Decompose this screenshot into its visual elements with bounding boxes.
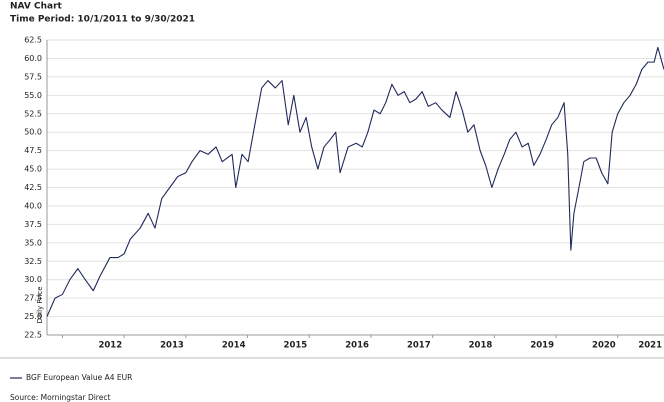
x-tick-label: 2021 bbox=[638, 341, 662, 351]
y-tick-label: 45.0 bbox=[24, 165, 42, 174]
y-tick-label: 60.0 bbox=[24, 54, 42, 63]
y-tick-label: 27.5 bbox=[24, 294, 42, 303]
x-tick-label: 2016 bbox=[345, 341, 369, 351]
y-tick-label: 55.0 bbox=[24, 91, 42, 100]
chart-subtitle: Time Period: 10/1/2011 to 9/30/2021 bbox=[10, 15, 195, 25]
legend-label: BGF European Value A4 EUR bbox=[26, 373, 132, 382]
x-tick-label: 2015 bbox=[284, 341, 308, 351]
chart-title: NAV Chart bbox=[10, 2, 63, 12]
x-tick-label: 2019 bbox=[530, 341, 554, 351]
y-tick-label: 40.0 bbox=[24, 201, 42, 210]
source-note: Source: Morningstar Direct bbox=[10, 393, 110, 402]
y-tick-label: 42.5 bbox=[24, 183, 42, 192]
y-tick-label: 37.5 bbox=[24, 220, 42, 229]
y-tick-label: 30.0 bbox=[24, 275, 42, 284]
y-tick-label: 32.5 bbox=[24, 257, 42, 266]
y-tick-label: 25.0 bbox=[24, 312, 42, 321]
series-line bbox=[46, 46, 664, 317]
y-tick-label: 57.5 bbox=[24, 72, 42, 81]
x-tick-label: 2014 bbox=[222, 341, 246, 351]
y-tick-label: 47.5 bbox=[24, 146, 42, 155]
x-tick-label: 2017 bbox=[407, 341, 431, 351]
y-axis-label: Daily Price bbox=[36, 286, 44, 323]
y-tick-label: 62.5 bbox=[24, 36, 42, 45]
y-tick-label: 22.5 bbox=[24, 331, 42, 340]
x-tick-label: 2020 bbox=[592, 341, 616, 351]
y-tick-label: 50.0 bbox=[24, 128, 42, 137]
x-tick-label: 2018 bbox=[469, 341, 493, 351]
y-tick-label: 35.0 bbox=[24, 238, 42, 247]
x-tick-label: 2013 bbox=[160, 341, 184, 351]
x-tick-label: 2012 bbox=[98, 341, 122, 351]
y-tick-label: 52.5 bbox=[24, 109, 42, 118]
